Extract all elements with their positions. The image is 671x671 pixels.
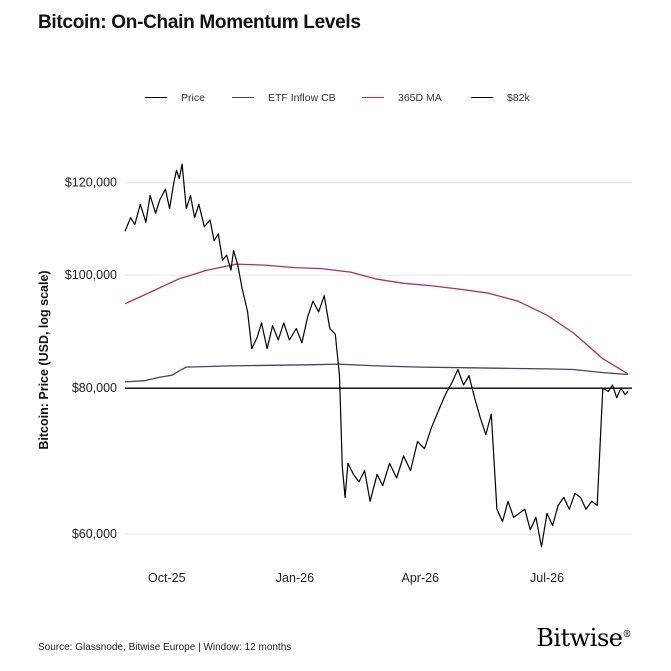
y-tick-label: $120,000 [65, 176, 117, 190]
legend-swatch [145, 96, 167, 98]
legend-label: 365D MA [398, 92, 442, 104]
legend-item: ETF Inflow CB [232, 92, 336, 104]
brand-name: Bitwise [536, 624, 623, 652]
legend-label: ETF Inflow CB [268, 92, 336, 104]
x-tick-label: Apr-26 [402, 571, 440, 585]
legend: Price ETF Inflow CB 365D MA $82k [0, 92, 671, 108]
legend-swatch [232, 96, 254, 98]
y-axis-ticks: $60,000 $80,000 $100,000 $120,000 [65, 176, 117, 541]
legend-item: $82k [471, 92, 530, 104]
x-tick-label: Jan-26 [276, 571, 314, 585]
legend-label: $82k [507, 92, 530, 104]
legend-swatch [471, 96, 493, 98]
legend-item: 365D MA [362, 92, 442, 104]
brand-mark: ® [622, 630, 632, 640]
legend-swatch [362, 96, 384, 98]
x-tick-label: Jul-26 [530, 571, 564, 585]
legend-item: Price [145, 92, 205, 104]
plot-area: $60,000 $80,000 $100,000 $120,000 Oct-25 Jan… [37, 163, 632, 585]
series-layer [124, 163, 632, 548]
brand-logo: Bitwise® [536, 624, 631, 652]
y-tick-label: $60,000 [72, 527, 117, 541]
y-tick-label: $80,000 [72, 381, 117, 395]
x-tick-label: Oct-25 [148, 571, 186, 585]
y-tick-label: $100,000 [65, 268, 117, 282]
series-line-365d-ma [124, 263, 629, 375]
series-line-price [124, 163, 629, 548]
legend-label: Price [181, 92, 205, 104]
series-line-etf-inflow-cb [124, 363, 628, 383]
gridlines [125, 182, 632, 535]
y-axis-label: Bitcoin: Price (USD, log scale) [37, 270, 51, 449]
x-axis-ticks: Oct-25 Jan-26 Apr-26 Jul-26 [148, 571, 564, 585]
footer-source: Source: Glassnode, Bitwise Europe | Wind… [38, 642, 292, 653]
chart-title: Bitcoin: On-Chain Momentum Levels [38, 12, 361, 33]
